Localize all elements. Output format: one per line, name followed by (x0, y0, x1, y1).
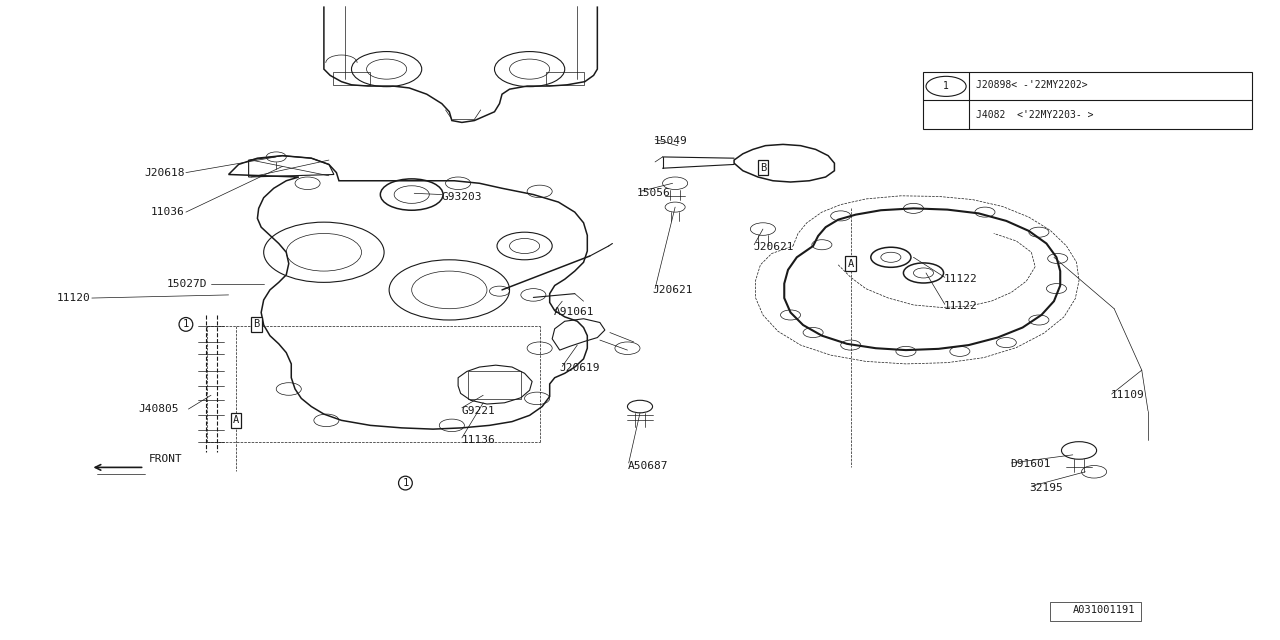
Text: 11120: 11120 (56, 293, 91, 303)
Text: J20621: J20621 (753, 242, 794, 252)
Text: G9221: G9221 (462, 406, 495, 416)
Text: G93203: G93203 (442, 192, 483, 202)
Text: A: A (233, 415, 239, 426)
Text: A50687: A50687 (627, 461, 668, 470)
Text: A031001191: A031001191 (1073, 605, 1135, 615)
Bar (333, 72, 370, 84)
Text: 11136: 11136 (462, 435, 495, 445)
Bar (468, 371, 521, 399)
Text: J20619: J20619 (559, 364, 600, 373)
Text: 32195: 32195 (1029, 483, 1062, 493)
Text: J40805: J40805 (138, 404, 179, 414)
Text: 1: 1 (943, 81, 948, 92)
Text: 15027D: 15027D (166, 278, 207, 289)
Text: D91601: D91601 (1010, 460, 1051, 469)
Text: J20618: J20618 (145, 168, 184, 178)
Text: 15056: 15056 (636, 188, 669, 198)
Text: 1: 1 (183, 319, 189, 330)
Text: 11122: 11122 (943, 301, 978, 311)
Text: 15049: 15049 (654, 136, 687, 147)
Text: B: B (760, 163, 765, 173)
Text: J20621: J20621 (653, 285, 692, 295)
Text: FRONT: FRONT (148, 454, 182, 464)
Text: 11109: 11109 (1111, 390, 1144, 400)
Text: 11122: 11122 (943, 274, 978, 284)
Bar (923, 72, 1252, 129)
Text: J20898< -'22MY2202>: J20898< -'22MY2202> (977, 79, 1088, 90)
Text: A91061: A91061 (553, 307, 594, 317)
Bar (545, 72, 584, 84)
Text: 11036: 11036 (151, 207, 184, 217)
Bar (1050, 602, 1140, 621)
Text: J4082  <'22MY2203- >: J4082 <'22MY2203- > (977, 109, 1093, 120)
Text: B: B (253, 319, 260, 330)
Text: 1: 1 (402, 478, 408, 488)
Text: A: A (847, 259, 854, 269)
